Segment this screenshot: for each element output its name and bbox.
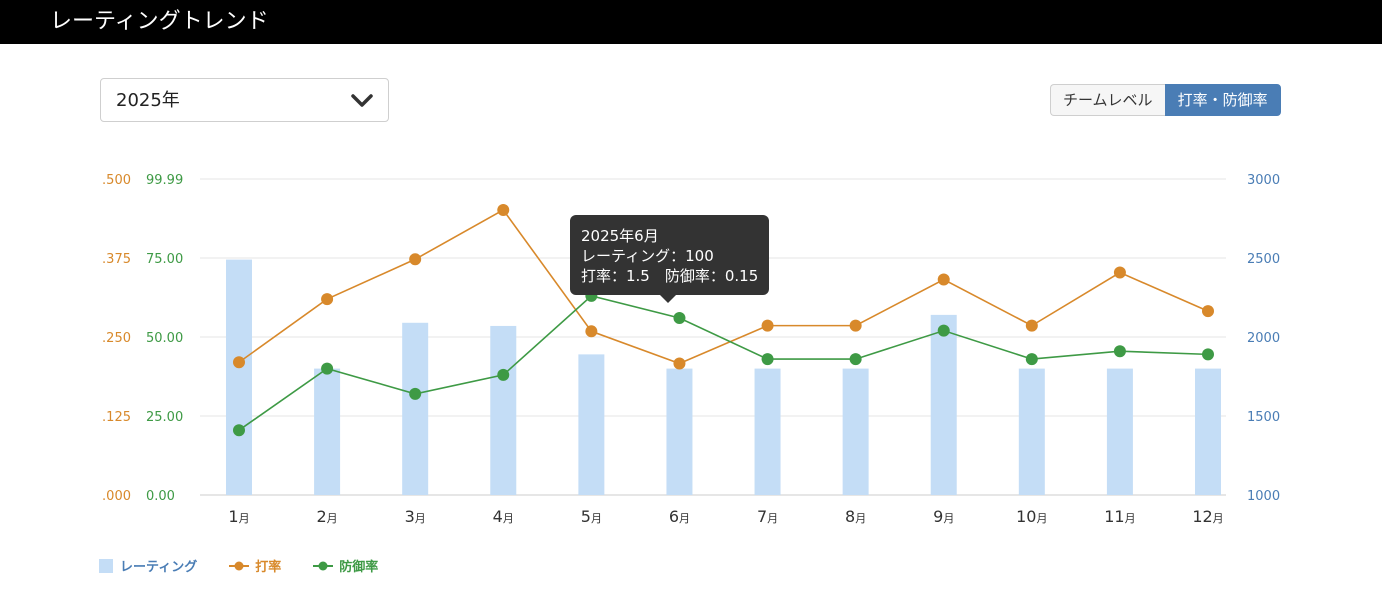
batting-axis-tick-label: .125 [102, 410, 131, 425]
rating-bar [1018, 368, 1045, 495]
batting-axis-tick-label: .500 [102, 173, 131, 188]
year-select[interactable]: 2025年 [100, 78, 389, 122]
rating-axis-tick-label: 2000 [1247, 331, 1280, 346]
rating-bar [842, 368, 869, 495]
legend-rating-label: レーティング [120, 560, 198, 575]
month-tick-label: 3月 [405, 507, 426, 526]
month-tick-label: 8月 [845, 507, 866, 526]
legend-item-batting[interactable]: 打率 [229, 556, 281, 575]
tooltip-title: 2025年6月 [581, 227, 659, 245]
era-axis-tick-label: 25.00 [146, 410, 183, 425]
rating-bar [666, 368, 693, 495]
batting-point [849, 319, 862, 332]
rating-bar [314, 368, 341, 495]
legend-item-rating[interactable]: レーティング [99, 556, 197, 575]
era-point [937, 324, 950, 337]
era-axis-tick-label: 75.00 [146, 252, 183, 267]
month-tick-label: 4月 [493, 507, 514, 526]
legend-batting-label: 打率 [255, 560, 282, 575]
view-toggle: チームレベル 打率・防御率 [1050, 84, 1281, 116]
era-point [497, 368, 510, 381]
legend-rating-swatch [99, 558, 113, 573]
chart-legend: レーティング 打率 防御率 [99, 556, 410, 575]
legend-era-swatch [313, 561, 334, 570]
rating-axis-tick-label: 3000 [1247, 173, 1280, 188]
tooltip-stats: 打率：1.5 防御率：0.15 [581, 267, 759, 285]
page-title: レーティングトレンド [50, 9, 269, 34]
batting-point [233, 356, 245, 369]
batting-pitching-toggle-button[interactable]: 打率・防御率 [1164, 84, 1281, 116]
year-select-value: 2025年 [116, 90, 180, 111]
batting-point [497, 203, 510, 216]
month-tick-label: 9月 [933, 507, 954, 526]
month-tick-label: 10月 [1016, 507, 1047, 526]
era-point [1025, 353, 1038, 366]
batting-axis-tick-label: .250 [102, 331, 131, 346]
era-point [849, 353, 862, 366]
month-tick-label: 11月 [1104, 507, 1135, 526]
month-tick-label: 12月 [1192, 507, 1223, 526]
rating-bar [1195, 368, 1221, 495]
era-line [238, 295, 1209, 431]
batting-point [937, 273, 950, 286]
month-tick-label: 6月 [669, 507, 690, 526]
month-tick-label: 2月 [316, 507, 337, 526]
era-point [1202, 348, 1214, 361]
tooltip-rating: レーティング：100 [581, 247, 714, 265]
era-axis-tick-label: 99.99 [146, 173, 183, 188]
batting-axis-tick-label: .000 [102, 489, 131, 504]
chevron-down-icon [351, 94, 373, 107]
batting-point [409, 253, 422, 266]
month-tick-label: 5月 [581, 507, 602, 526]
rating-bar [490, 325, 517, 495]
legend-item-era[interactable]: 防御率 [313, 556, 378, 575]
team-level-toggle-button[interactable]: チームレベル [1050, 84, 1165, 116]
era-point [1113, 345, 1126, 358]
rating-bar [930, 314, 957, 495]
rating-axis-tick-label: 2500 [1247, 252, 1280, 267]
rating-bar [402, 322, 429, 495]
era-point [761, 353, 774, 366]
era-axis-tick-label: 0.00 [146, 489, 175, 504]
batting-point [1025, 319, 1038, 332]
legend-era-label: 防御率 [339, 560, 379, 575]
era-point [321, 362, 334, 375]
batting-line [238, 208, 1209, 365]
era-point [409, 387, 422, 400]
month-tick-label: 7月 [757, 507, 778, 526]
batting-point [321, 293, 334, 306]
batting-point [673, 357, 686, 370]
chart-tooltip: 2025年6月 レーティング：100 打率：1.5 防御率：0.15 [570, 215, 769, 303]
rating-bar [226, 259, 252, 495]
month-tick-label: 1月 [228, 507, 249, 526]
legend-batting-swatch [229, 561, 250, 570]
rating-bar [754, 368, 781, 495]
rating-bar [1106, 368, 1133, 495]
batting-point [585, 325, 598, 338]
era-axis-tick-label: 50.00 [146, 331, 183, 346]
batting-point [1202, 305, 1214, 318]
rating-axis-tick-label: 1500 [1247, 410, 1280, 425]
era-point [673, 312, 686, 325]
era-point [233, 424, 245, 437]
batting-point [1113, 266, 1126, 279]
page-title-bar: レーティングトレンド [0, 0, 1382, 44]
batting-axis-tick-label: .375 [102, 252, 131, 267]
rating-axis-tick-label: 1000 [1247, 489, 1280, 504]
batting-point [761, 319, 774, 332]
rating-bar [578, 354, 605, 495]
rating-trend-chart: .000 .125 .250 .375 .500 0.00 25.00 50.00 75.00 9… [102, 173, 1280, 526]
